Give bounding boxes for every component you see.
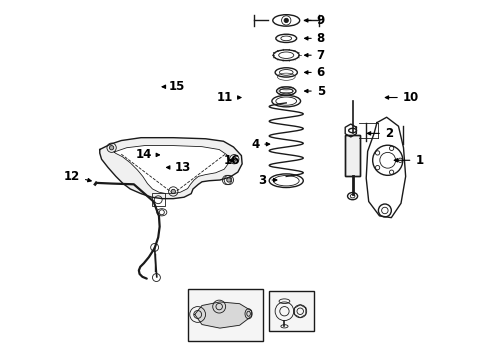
Text: 10: 10 bbox=[385, 91, 419, 104]
Text: 14: 14 bbox=[136, 148, 159, 161]
Text: 6: 6 bbox=[305, 66, 325, 79]
Text: 3: 3 bbox=[258, 174, 277, 186]
Circle shape bbox=[227, 178, 231, 182]
Text: 11: 11 bbox=[216, 91, 241, 104]
Bar bbox=[344, 135, 361, 176]
Text: 12: 12 bbox=[64, 170, 91, 183]
Text: 7: 7 bbox=[305, 49, 325, 62]
Circle shape bbox=[109, 145, 114, 150]
Text: 9: 9 bbox=[305, 14, 325, 27]
Bar bbox=[270, 291, 314, 331]
Polygon shape bbox=[114, 145, 229, 194]
Text: 2: 2 bbox=[368, 127, 393, 140]
Text: 15: 15 bbox=[162, 80, 185, 93]
Bar bbox=[344, 135, 361, 176]
Text: 4: 4 bbox=[251, 138, 270, 150]
Polygon shape bbox=[195, 302, 251, 328]
Polygon shape bbox=[100, 138, 242, 199]
Circle shape bbox=[232, 157, 236, 161]
Text: 8: 8 bbox=[305, 32, 325, 45]
Text: 1: 1 bbox=[394, 154, 423, 167]
Text: 16: 16 bbox=[223, 154, 240, 167]
Text: 13: 13 bbox=[167, 161, 191, 174]
Circle shape bbox=[171, 189, 175, 194]
Bar bbox=[152, 193, 165, 206]
Circle shape bbox=[284, 18, 289, 23]
Bar bbox=[188, 289, 263, 341]
Text: 5: 5 bbox=[305, 85, 325, 98]
